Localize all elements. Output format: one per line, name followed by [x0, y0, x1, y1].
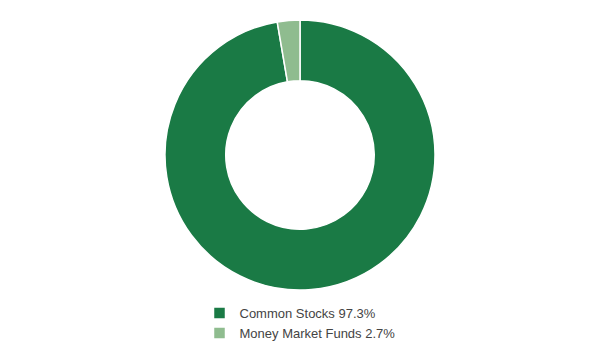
svg-text:Common Stocks 97.3%: Common Stocks 97.3%	[240, 306, 376, 321]
svg-text:Money Market Funds 2.7%: Money Market Funds 2.7%	[240, 326, 396, 341]
